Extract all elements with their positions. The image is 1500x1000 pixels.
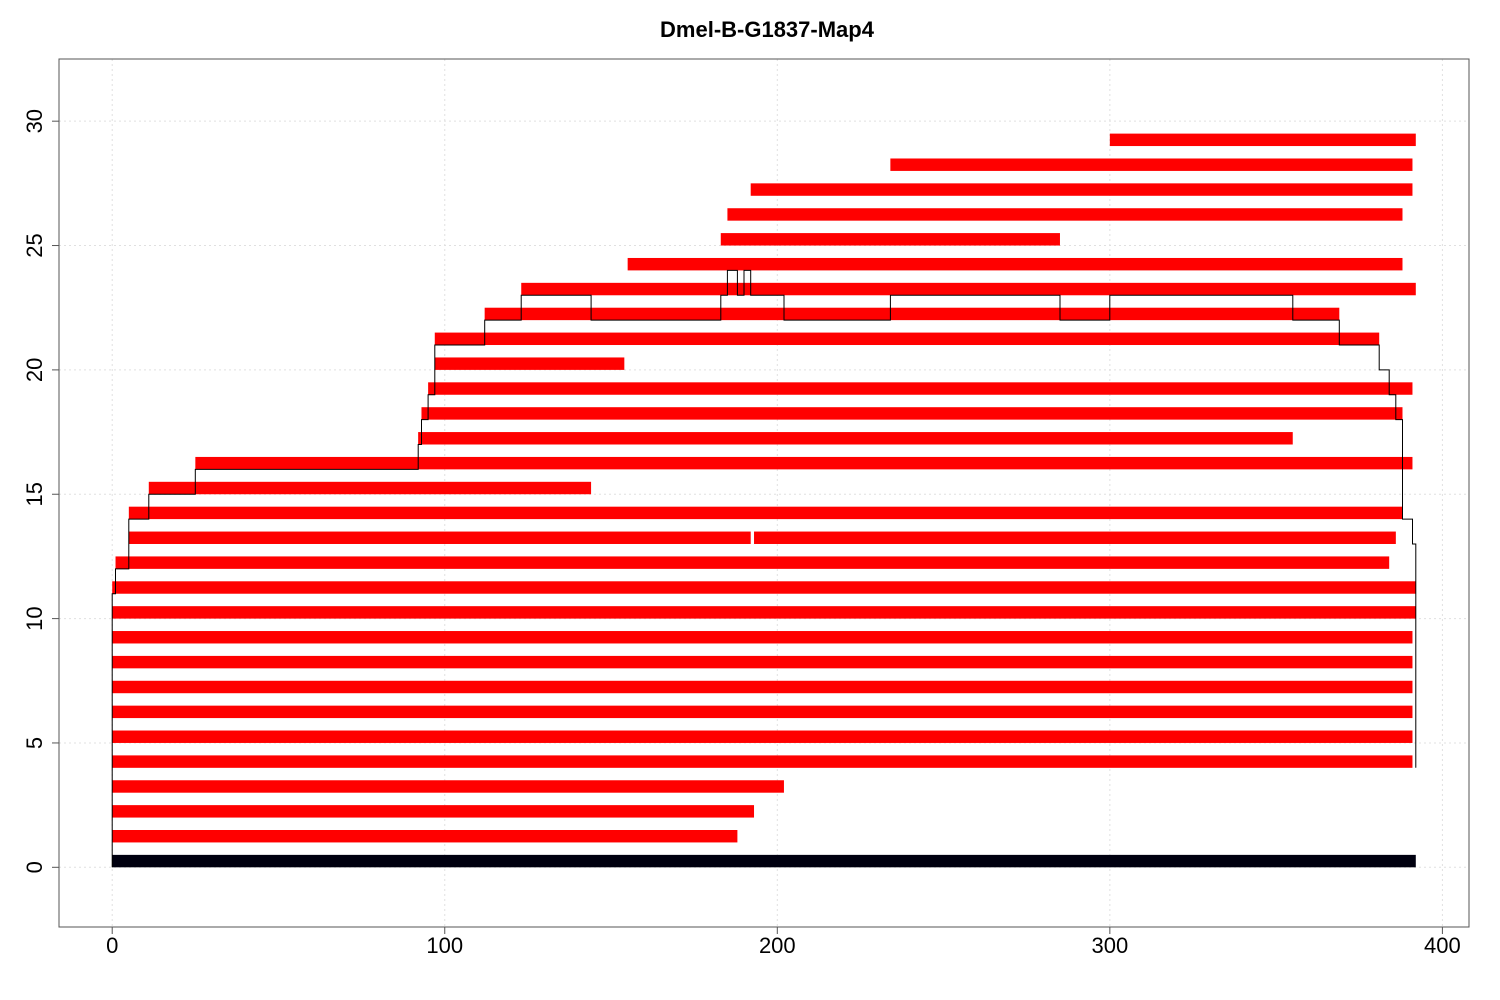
segment-bar (112, 631, 1413, 644)
segment-bar (720, 233, 1060, 246)
segment-bar (754, 531, 1396, 544)
segment-bar (112, 830, 738, 843)
segment-bar (112, 655, 1413, 669)
x-tick-label: 300 (1091, 933, 1128, 958)
segment-bar (112, 805, 755, 818)
segment-bar (627, 257, 1403, 271)
axis-layer: 0 100 200 300 400 0 5 10 15 20 25 30 (22, 109, 1461, 958)
segment-bar (428, 382, 1413, 395)
segment-bar (434, 357, 625, 370)
y-tick-label: 15 (22, 482, 47, 506)
segment-bar (750, 183, 1413, 196)
plot-frame (58, 58, 1470, 928)
chart-title: Dmel-B-G1837-Map4 (660, 17, 875, 42)
segment-bar (148, 481, 592, 495)
segment-bar (112, 705, 1413, 719)
y-tick-label: 0 (22, 861, 47, 873)
segment-bar (727, 208, 1403, 221)
segment-bar (421, 407, 1403, 420)
segment-bar (1109, 133, 1416, 147)
segment-bar (112, 606, 1416, 619)
segment-bar (195, 456, 1413, 470)
line-layer (111, 269, 1417, 868)
x-tick-label: 400 (1424, 933, 1461, 958)
segment-bar (115, 556, 1390, 569)
segment-bar (418, 432, 1293, 445)
reference-bar (112, 854, 1416, 868)
coverage-line (111, 269, 1417, 868)
segment-layer (112, 133, 1416, 868)
segment-bar (112, 680, 1413, 694)
segment-bar (521, 282, 1416, 296)
segment-bar (890, 158, 1413, 171)
segment-bar (112, 780, 784, 793)
segment-bar (128, 506, 1403, 520)
x-tick-label: 100 (426, 933, 463, 958)
segment-bar (128, 531, 751, 544)
y-tick-label: 30 (22, 109, 47, 133)
y-tick-label: 20 (22, 358, 47, 382)
y-tick-label: 25 (22, 233, 47, 257)
segment-bar (484, 307, 1340, 321)
y-tick-label: 5 (22, 737, 47, 749)
x-tick-label: 200 (759, 933, 796, 958)
y-tick-label: 10 (22, 606, 47, 630)
segment-bar (112, 755, 1413, 768)
segment-bar (112, 730, 1413, 743)
segment-bar (112, 581, 1416, 594)
x-tick-label: 0 (106, 933, 118, 958)
segment-bar (434, 332, 1380, 346)
